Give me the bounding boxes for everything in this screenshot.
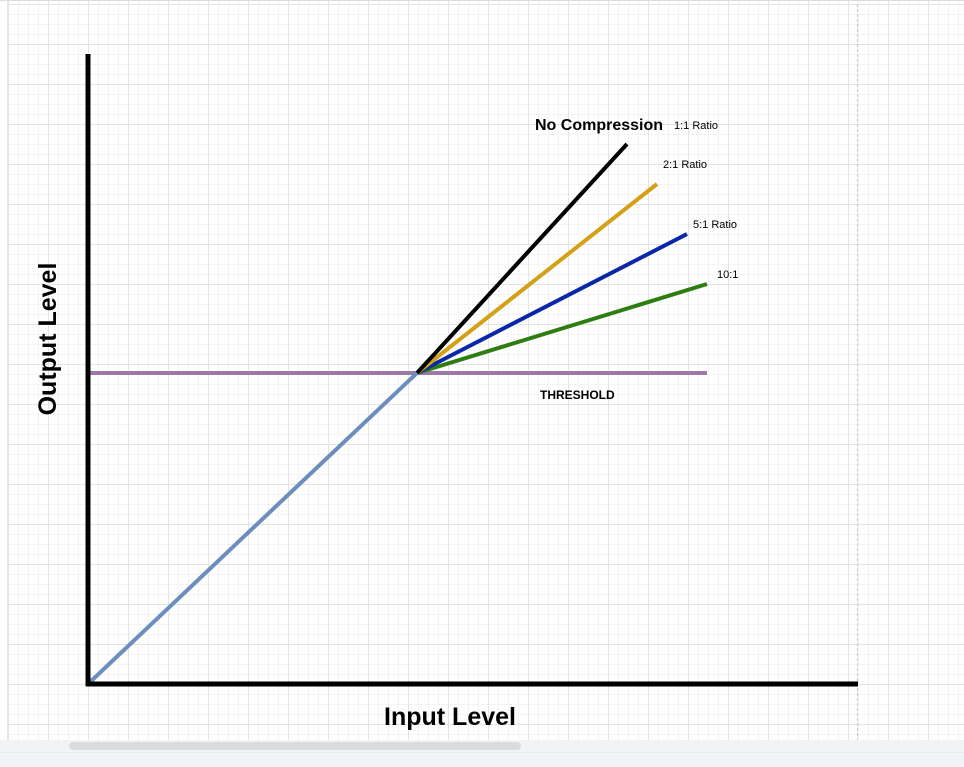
- no-compression-line[interactable]: [415, 142, 629, 375]
- no-compression-title[interactable]: No Compression: [535, 117, 663, 134]
- y-axis-label[interactable]: Output Level: [34, 263, 62, 416]
- horizontal-scrollbar[interactable]: [0, 740, 964, 767]
- ratio-1-label[interactable]: 1:1 Ratio: [674, 120, 718, 132]
- page-boundary: [857, 4, 858, 741]
- scrollbar-thumb[interactable]: [69, 742, 521, 750]
- ratio-5-line[interactable]: [416, 232, 688, 375]
- x-axis-label[interactable]: Input Level: [384, 703, 516, 731]
- compression-diagram: No Compression 1:1 Ratio 2:1 Ratio 5:1 R…: [34, 54, 858, 731]
- drawing-canvas[interactable]: No Compression 1:1 Ratio 2:1 Ratio 5:1 R…: [0, 0, 964, 741]
- scrollbar-divider: [0, 752, 964, 753]
- ratio-10-line[interactable]: [416, 282, 708, 375]
- below-threshold-line[interactable]: [86, 371, 419, 686]
- canvas-left-gutter: [0, 1, 8, 741]
- ratio-10-label[interactable]: 10:1: [717, 269, 738, 281]
- ratio-2-label[interactable]: 2:1 Ratio: [663, 159, 707, 171]
- threshold-label[interactable]: THRESHOLD: [540, 388, 615, 402]
- ratio-2-line[interactable]: [415, 182, 659, 375]
- ratio-5-label[interactable]: 5:1 Ratio: [693, 219, 737, 231]
